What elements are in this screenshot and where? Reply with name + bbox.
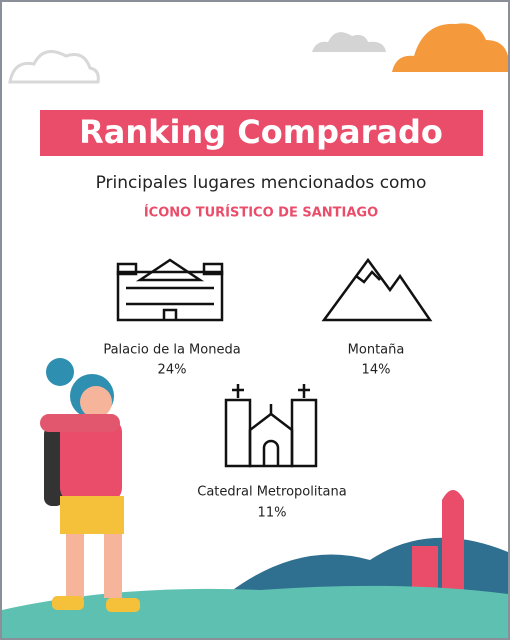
item-value: 14% bbox=[362, 363, 391, 378]
item-label: Montaña bbox=[348, 343, 405, 358]
highlight: ÍCONO TURÍSTICO DE SANTIAGO bbox=[144, 205, 378, 221]
item-value: 11% bbox=[258, 506, 287, 521]
tower bbox=[442, 490, 464, 598]
infographic: Ranking Comparado Principales lugares me… bbox=[0, 0, 510, 640]
subtitle: Principales lugares mencionados como bbox=[96, 173, 427, 193]
item-label: Catedral Metropolitana bbox=[197, 485, 346, 500]
item-value: 24% bbox=[158, 363, 187, 378]
title: Ranking Comparado bbox=[79, 113, 443, 151]
page: {"header": {"title": "Ranking Comparado"… bbox=[0, 0, 510, 640]
item-label: Palacio de la Moneda bbox=[103, 343, 240, 358]
